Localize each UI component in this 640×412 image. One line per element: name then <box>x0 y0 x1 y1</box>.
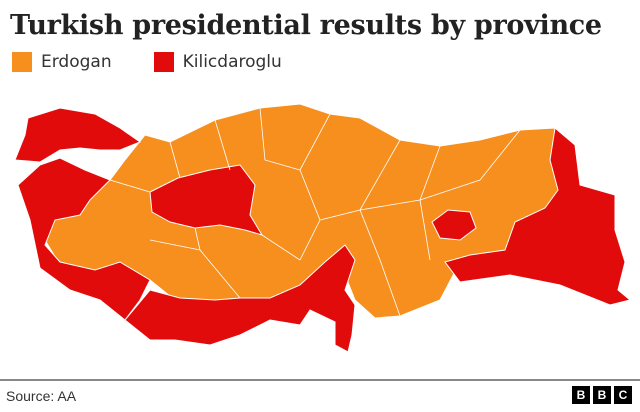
province-borders <box>109 107 521 317</box>
legend-swatch-kilicdaroglu <box>153 52 174 72</box>
region-kilicdaroglu-mediterranean <box>124 244 356 353</box>
source-note: Source: AA <box>6 388 77 404</box>
legend-swatch-erdogan <box>12 52 32 72</box>
region-kilicdaroglu-tunceli <box>431 209 477 241</box>
legend: Erdogan Kilicdaroglu <box>12 52 324 72</box>
legend-item-kilicdaroglu: Kilicdaroglu <box>153 52 282 72</box>
chart-title: Turkish presidential results by province <box>10 10 602 41</box>
region-kilicdaroglu-east <box>444 127 632 306</box>
legend-label: Erdogan <box>41 52 112 72</box>
turkey-province-map <box>14 103 632 353</box>
region-kilicdaroglu-thrace <box>14 107 142 163</box>
region-kilicdaroglu-aegean <box>17 157 151 321</box>
footer-divider <box>0 379 640 381</box>
legend-label: Kilicdaroglu <box>182 52 282 72</box>
legend-item-erdogan: Erdogan <box>12 52 112 72</box>
